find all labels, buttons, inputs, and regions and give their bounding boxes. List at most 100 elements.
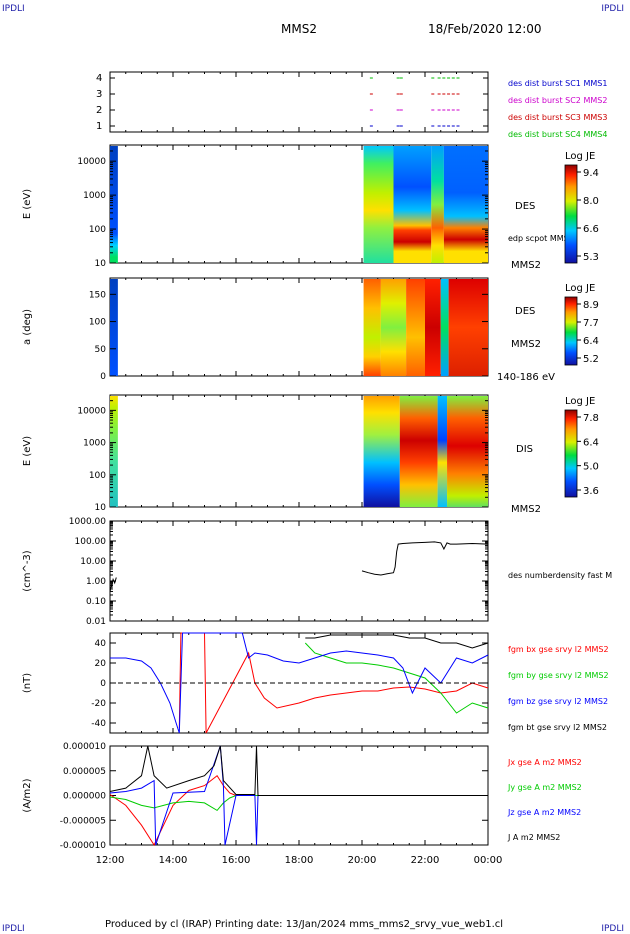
des-pitch-ytick-label: 100 xyxy=(89,318,106,328)
fgm-ytick-label: 20 xyxy=(95,659,107,669)
fgm-ytick-label: -40 xyxy=(91,719,106,729)
fgm-legend-1: fgm bx gse srvy l2 MMS2 xyxy=(508,645,609,654)
des-pitch-label2: MMS2 xyxy=(511,339,541,350)
burst-ytick-label: 4 xyxy=(96,73,102,84)
colorbar-title-2: Log JE xyxy=(565,283,595,294)
colorbar-1 xyxy=(564,164,578,264)
des-pitch-column xyxy=(440,279,449,376)
des-energy-column xyxy=(443,146,488,263)
density-ytick-label: 1.00 xyxy=(86,577,106,587)
plot-canvas: 1 2 3 4 des dist burst SC1 MMS1 des dist burs… xyxy=(22,71,612,866)
dis-energy-column xyxy=(110,396,118,507)
fgm-ytick-label: 40 xyxy=(95,639,107,649)
currents-series-2 xyxy=(109,795,488,812)
burst-legend-4: des dist burst SC4 MMS4 xyxy=(508,130,607,139)
des-pitch-column xyxy=(448,279,488,376)
currents-legend-4: J A m2 MMS2 xyxy=(507,833,560,842)
footer-corner-left: IPDLI xyxy=(2,924,25,934)
currents-ytick-label: 0.000010 xyxy=(63,742,106,752)
x-axis-tick-label: 00:00 xyxy=(474,855,503,866)
des-energy-ytick-label: 1000 xyxy=(83,191,106,201)
des-pitch-ytick-label: 0 xyxy=(100,372,106,382)
des-energy-image xyxy=(110,146,488,263)
currents-ytick-label: -0.000005 xyxy=(60,816,106,826)
currents-legend-2: Jy gse A m2 MMS2 xyxy=(507,783,582,792)
fgm-legend-4: fgm bt gse srvy l2 MMS2 xyxy=(508,723,607,732)
fgm-series-1 xyxy=(178,632,489,734)
currents-ytick-label: -0.000010 xyxy=(60,841,106,851)
density-ylabel: (cm^-3) xyxy=(22,550,33,591)
x-axis-tick-label: 16:00 xyxy=(222,855,251,866)
currents-ylabel: (A/m2) xyxy=(22,778,33,812)
des-pitch-ylabel: a (deg) xyxy=(22,309,33,345)
x-axis-tick-label: 20:00 xyxy=(348,855,377,866)
currents-series-1 xyxy=(109,774,488,847)
colorbar-tick-label-3: 6.4 xyxy=(583,437,599,448)
x-axis-tick-label: 12:00 xyxy=(96,855,125,866)
density-ytick-label: 1000.00 xyxy=(69,517,106,527)
burst-legend-2: des dist burst SC2 MMS2 xyxy=(508,96,607,105)
des-pitch-ytick-label: 150 xyxy=(89,290,106,300)
des-energy-label2: edp scpot MMS2 xyxy=(508,234,574,243)
dis-energy-column xyxy=(363,396,400,507)
date-time-title: 18/Feb/2020 12:00 xyxy=(428,22,542,36)
des-energy-label: DES xyxy=(515,201,535,212)
fgm-series-2 xyxy=(304,642,489,714)
des-energy-ytick-label: 10000 xyxy=(77,157,106,167)
density-series-2 xyxy=(361,541,489,576)
colorbar-tick-label-2: 7.7 xyxy=(583,318,599,329)
burst-legend-3: des dist burst SC3 MMS3 xyxy=(508,113,607,122)
des-pitch-column xyxy=(363,279,381,376)
burst-ytick-label: 3 xyxy=(96,89,102,100)
dis-energy-column xyxy=(437,396,448,507)
burst-ytick-label: 2 xyxy=(96,105,102,116)
des-pitch-label: DES xyxy=(515,306,535,317)
des-energy-column xyxy=(431,146,444,263)
colorbar-title-1: Log JE xyxy=(565,151,595,162)
des-pitch-label3: 140-186 eV xyxy=(497,372,555,383)
colorbar-2 xyxy=(564,296,578,366)
spacecraft-title: MMS2 xyxy=(281,22,317,36)
density-ytick-label: 100.00 xyxy=(75,537,107,547)
footer-corner-right: IPDLI xyxy=(601,924,624,934)
density-legend: des numberdensity fast M xyxy=(508,571,612,580)
density-ytick-label: 0.10 xyxy=(86,597,106,607)
des-energy-column xyxy=(363,146,394,263)
des-energy-ytick-label: 100 xyxy=(89,225,106,235)
corner-label-left: IPDLI xyxy=(2,4,25,14)
dis-energy-column xyxy=(447,396,488,507)
colorbar-tick-label-1: 9.4 xyxy=(583,168,599,179)
burst-legend-1: des dist burst SC1 MMS1 xyxy=(508,79,607,88)
fgm-series-3 xyxy=(110,632,489,734)
colorbar-tick-label-2: 6.4 xyxy=(583,336,599,347)
density-series-1 xyxy=(109,577,117,592)
currents-ytick-label: 0.000005 xyxy=(63,767,106,777)
density-ytick-label: 0.01 xyxy=(86,617,106,627)
colorbar-tick-label-2: 5.2 xyxy=(583,354,599,365)
currents-ytick-label: 0.000000 xyxy=(63,792,106,802)
des-pitch-ytick-label: 50 xyxy=(95,345,107,355)
dis-energy-label2: MMS2 xyxy=(511,504,541,515)
colorbar-tick-label-1: 6.6 xyxy=(583,224,599,235)
dis-energy-ytick-label: 10 xyxy=(95,503,107,513)
des-pitch-column xyxy=(406,279,425,376)
dis-energy-ytick-label: 10000 xyxy=(77,406,106,416)
fgm-ylabel: (nT) xyxy=(22,673,33,693)
x-axis-tick-label: 14:00 xyxy=(159,855,188,866)
fgm-series-4 xyxy=(305,634,489,649)
dis-energy-ytick-label: 100 xyxy=(89,471,106,481)
des-energy-column xyxy=(393,146,432,263)
des-pitch-column xyxy=(110,279,118,376)
dis-energy-ytick-label: 1000 xyxy=(83,439,106,449)
dis-energy-ylabel: E (eV) xyxy=(22,436,33,466)
des-pitch-column xyxy=(380,279,407,376)
dis-energy-column xyxy=(399,396,438,507)
fgm-legend-3: fgm bz gse srvy l2 MMS2 xyxy=(508,697,608,706)
burst-frame xyxy=(109,71,489,133)
des-energy-ytick-label: 10 xyxy=(95,259,107,269)
colorbar-tick-label-3: 7.8 xyxy=(583,413,599,424)
currents-legend-1: Jx gse A m2 MMS2 xyxy=(507,758,582,767)
colorbar-tick-label-1: 5.3 xyxy=(583,252,599,263)
footer-credit: Produced by cl (IRAP) Printing date: 13/… xyxy=(105,919,504,930)
burst-ytick-label: 1 xyxy=(96,121,102,132)
